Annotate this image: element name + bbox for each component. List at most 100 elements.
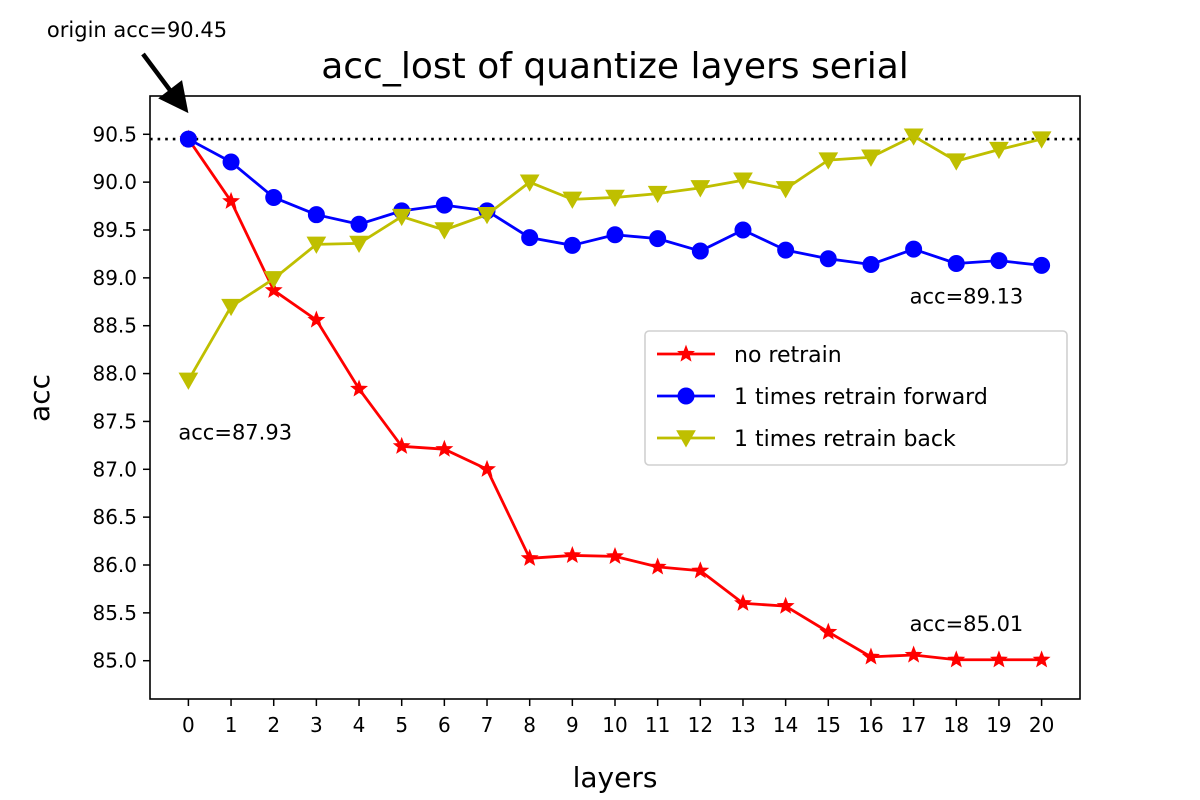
data-point [391,208,412,227]
annotation-origin: origin acc=90.45 [47,18,227,42]
legend-label: 1 times retrain forward [734,385,988,410]
x-tick-label: 7 [481,713,494,737]
y-tick-label: 85.0 [92,649,137,673]
data-point [648,557,667,575]
y-tick-label: 85.5 [92,601,137,625]
data-point [905,240,923,258]
x-tick-label: 11 [645,713,670,737]
annotations: origin acc=90.45 acc=89.13 acc=87.93 acc=85… [47,18,1023,636]
data-point [222,191,240,209]
data-point [861,149,881,167]
x-tick-label: 2 [267,713,280,737]
y-tick-label: 88.5 [92,314,137,338]
data-point [435,439,454,457]
legend-label: 1 times retrain back [734,427,956,452]
data-point [606,546,624,564]
data-point [520,548,539,566]
x-tick-label: 10 [602,713,627,737]
x-axis-label: layers [573,761,658,794]
data-point [392,436,411,454]
data-point [903,128,924,146]
y-axis-label: acc [23,374,56,422]
legend-marker [676,430,696,448]
y-tick-label: 86.0 [92,553,137,577]
data-point [947,650,966,668]
data-point [946,153,967,171]
legend-item: 1 times retrain forward [657,385,988,410]
data-point [350,379,368,397]
data-point [349,235,369,253]
data-point [862,255,880,273]
data-point [306,236,327,254]
data-point [691,242,709,260]
data-point [350,215,368,233]
data-point [562,191,583,209]
data-point [606,226,624,244]
x-tick-label: 9 [566,713,579,737]
annotation-arrow-shaft [141,52,177,98]
data-point [691,561,710,579]
x-tick-label: 0 [182,713,195,737]
x-tick-label: 12 [688,713,713,737]
x-tick-label: 15 [816,713,841,737]
data-point [819,622,838,640]
data-point [989,141,1009,160]
legend-item: no retrain [657,343,842,368]
y-tick-label: 90.5 [92,122,137,146]
data-point [862,647,880,665]
data-point [434,222,455,240]
y-tick-label: 88.0 [92,362,137,386]
data-point [221,298,241,317]
data-point [647,185,668,204]
x-tick-label: 18 [944,713,969,737]
data-point [263,271,284,289]
data-point [605,189,625,208]
data-point [776,596,795,614]
data-point [477,206,497,225]
legend-item: 1 times retrain back [657,427,956,452]
data-point [179,130,197,148]
data-point [222,153,240,171]
x-tick-label: 5 [395,713,408,737]
legend-marker [677,344,695,362]
data-point [563,546,582,564]
legend: no retrain 1 times retrain forward 1 times… [644,330,1068,466]
data-point [649,230,667,248]
data-point [435,196,453,214]
x-tick-label: 16 [858,713,883,737]
data-point [990,650,1008,668]
y-tick-label: 90.0 [92,170,137,194]
x-tick-label: 17 [901,713,926,737]
data-point [307,206,325,224]
data-point [733,172,753,190]
legend-label: no retrain [734,343,842,368]
x-tick-label: 3 [310,713,323,737]
data-point [990,252,1008,270]
legend-box [644,330,1068,466]
data-point [521,229,539,247]
data-point [904,645,923,663]
x-axis: 0 1 2 3 4 5 6 7 8 9 10 11 12 13 14 15 16 17 18 19 20 [182,699,1054,737]
x-tick-label: 1 [225,713,238,737]
series-2 [178,128,1052,390]
data-point [178,372,199,390]
legend-marker [677,387,695,405]
x-tick-label: 19 [986,713,1011,737]
chart-title: acc_lost of quantize layers serial [321,46,909,87]
data-point [947,255,965,272]
x-tick-label: 20 [1029,713,1054,737]
y-tick-label: 86.5 [92,505,137,529]
data-point [734,593,752,611]
data-point [563,236,581,254]
y-tick-label: 87.5 [92,409,137,433]
x-tick-label: 13 [730,713,755,737]
data-point [478,459,496,477]
y-tick-label: 87.0 [92,457,137,481]
data-point [818,152,839,170]
x-tick-label: 6 [438,713,451,737]
annotation-label: acc=85.01 [910,612,1024,636]
data-point [307,310,326,328]
series-0 [179,129,1051,668]
x-tick-label: 4 [353,713,366,737]
